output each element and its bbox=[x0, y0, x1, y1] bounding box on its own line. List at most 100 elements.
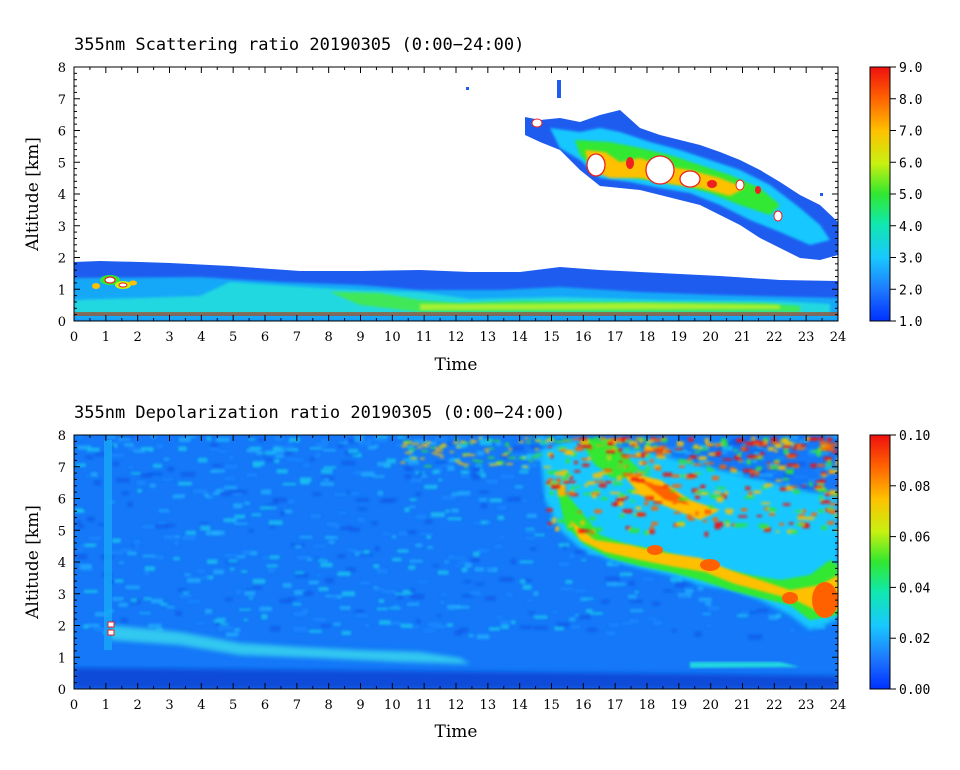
panel2-hot-cell bbox=[741, 447, 749, 452]
panel2-noise-cell bbox=[458, 561, 471, 564]
panel2-hot-cell bbox=[805, 437, 810, 441]
panel1-x-tick-label: 12 bbox=[448, 330, 465, 345]
panel2-noise-cell bbox=[667, 446, 677, 452]
panel2-noise-cell bbox=[212, 464, 223, 468]
panel2-hot-cell bbox=[593, 489, 600, 493]
panel2-hot-cell bbox=[522, 456, 526, 459]
panel2-noise-cell bbox=[253, 585, 262, 590]
panel2-noise-cell bbox=[633, 435, 641, 438]
panel2-hot-cell bbox=[616, 464, 624, 468]
panel2-noise-cell bbox=[219, 622, 229, 626]
panel2-noise-cell bbox=[87, 516, 95, 522]
panel2-hot-cell bbox=[522, 465, 528, 468]
panel2-hot-cell bbox=[417, 446, 422, 449]
panel2-hot-cell bbox=[828, 469, 838, 474]
panel2-noise-cell bbox=[295, 545, 302, 549]
panel1-x-tick-label: 5 bbox=[229, 330, 237, 345]
panel2-x-tick-label: 7 bbox=[293, 698, 301, 713]
panel2-noise-cell bbox=[282, 482, 297, 486]
panel2-noise-cell bbox=[556, 622, 570, 627]
panel2-hot-cell bbox=[770, 442, 781, 445]
panel2-noise-cell bbox=[605, 576, 620, 582]
panel2-hot-cell bbox=[594, 480, 605, 483]
panel2-noise-cell bbox=[706, 624, 711, 627]
panel2-hot-cell bbox=[578, 528, 585, 534]
panel2-noise-cell bbox=[814, 452, 829, 455]
panel2-noise-cell bbox=[334, 524, 345, 529]
panel2-noise-cell bbox=[384, 463, 391, 468]
panel2-noise-cell bbox=[684, 588, 694, 594]
panel2-noise-cell bbox=[310, 513, 321, 519]
panel2-noise-cell bbox=[156, 443, 163, 449]
panel2-hot-cell bbox=[401, 445, 407, 448]
panel2-noise-cell bbox=[768, 614, 778, 620]
panel2-hot-cell bbox=[710, 494, 720, 499]
panel2-hot-cell bbox=[651, 505, 659, 511]
panel1-y-tick-label: 3 bbox=[58, 220, 66, 235]
panel2-noise-cell bbox=[178, 437, 191, 443]
panel2-y-tick-label: 4 bbox=[58, 556, 66, 571]
panel2-noise-cell bbox=[238, 608, 251, 611]
panel2-noise-cell bbox=[456, 442, 468, 448]
panel2-hot-cell bbox=[552, 518, 556, 524]
panel2-noise-cell bbox=[130, 598, 137, 603]
panel2-noise-cell bbox=[94, 627, 106, 632]
panel2-hot-cell bbox=[587, 456, 592, 461]
panel2-hot-cell bbox=[435, 446, 443, 449]
panel2-noise-cell bbox=[479, 438, 493, 444]
panel2-noise-cell bbox=[444, 560, 449, 564]
panel2-noise-cell bbox=[751, 449, 764, 454]
panel2-hot-cell bbox=[614, 502, 619, 507]
panel2-noise-cell bbox=[131, 472, 141, 475]
panel2-noise-cell bbox=[480, 520, 489, 525]
panel2-noise-cell bbox=[519, 470, 529, 474]
panel2-hot-cell bbox=[693, 463, 702, 466]
panel2-hot-cell bbox=[639, 438, 643, 444]
panel2-noise-cell bbox=[302, 591, 313, 596]
panel2-noise-cell bbox=[455, 564, 460, 568]
panel2-noise-cell bbox=[606, 631, 616, 636]
panel2-x-tick-label: 4 bbox=[197, 698, 205, 713]
panel2-hot-cell bbox=[653, 444, 658, 450]
panel2-noise-cell bbox=[321, 469, 333, 474]
panel2-hot-cell bbox=[570, 486, 575, 491]
panel2-hot-cell bbox=[624, 440, 634, 443]
panel2-hot-cell bbox=[689, 455, 697, 459]
panel2-noise-cell bbox=[408, 455, 417, 459]
panel2-noise-cell bbox=[269, 555, 280, 560]
panel2-y-tick-label: 8 bbox=[58, 429, 66, 444]
panel2-noise-cell bbox=[434, 436, 448, 442]
panel2-x-tick-label: 3 bbox=[165, 698, 173, 713]
panel1-x-label: Time bbox=[435, 355, 478, 375]
panel2-hot-cell bbox=[700, 484, 706, 489]
panel2-noise-cell bbox=[349, 491, 359, 496]
panel2-hot-cell bbox=[753, 490, 761, 494]
panel2-noise-cell bbox=[373, 564, 380, 569]
panel2-hot-cell bbox=[768, 512, 775, 516]
panel2-noise-cell bbox=[400, 623, 413, 628]
panel2-noise-cell bbox=[357, 507, 367, 511]
panel2-hot-cell bbox=[708, 505, 714, 510]
panel2-hot-cell bbox=[818, 488, 828, 493]
panel2-hot-cell bbox=[792, 489, 800, 494]
panel2-hot-cell bbox=[784, 441, 794, 445]
panel2-hot-cell bbox=[828, 443, 838, 447]
panel2-noise-cell bbox=[409, 625, 420, 629]
panel2-noise-cell bbox=[282, 583, 292, 588]
panel2-noise-cell bbox=[164, 523, 175, 528]
panel1-y-tick-label: 7 bbox=[58, 93, 66, 108]
panel2-hot-cell bbox=[687, 458, 691, 462]
panel2-x-tick-label: 1 bbox=[102, 698, 110, 713]
panel2-noise-cell bbox=[409, 498, 417, 502]
panel2-noise-cell bbox=[80, 568, 93, 572]
panel2-noise-cell bbox=[413, 439, 427, 443]
panel2-hot-cell bbox=[622, 472, 633, 477]
panel2-noise-cell bbox=[422, 629, 435, 633]
panel2-hot-cell bbox=[568, 523, 573, 527]
panel2-noise-cell bbox=[207, 559, 218, 564]
panel2-hot-cell bbox=[636, 478, 645, 483]
panel2-hot-cell bbox=[589, 516, 596, 521]
panel2-noise-cell bbox=[378, 599, 385, 603]
panel2-y-tick-label: 5 bbox=[58, 524, 66, 539]
panel2-noise-cell bbox=[144, 566, 155, 571]
